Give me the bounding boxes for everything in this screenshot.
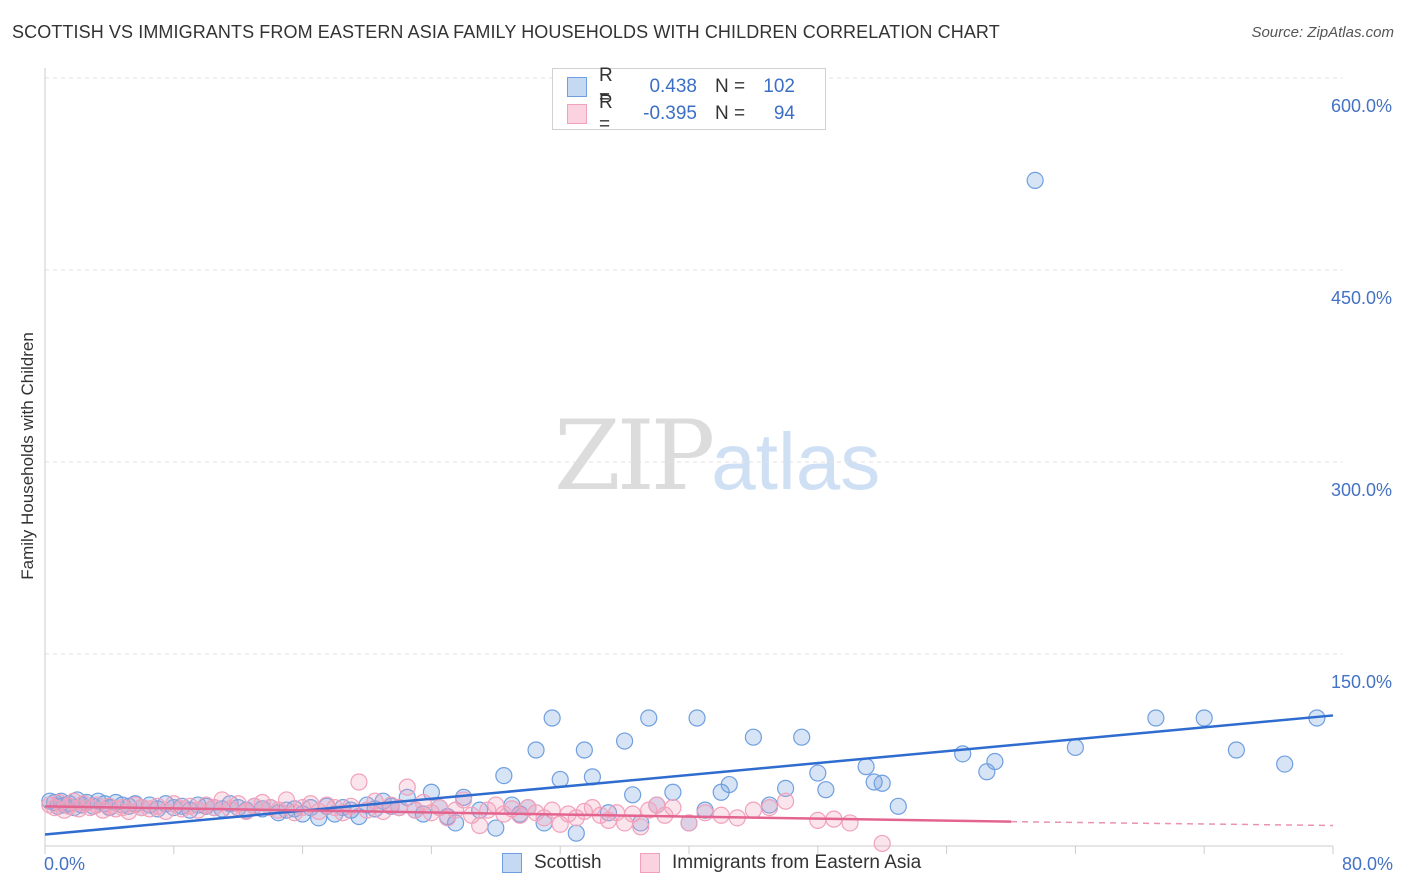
- scottish-point: [1066, 738, 1085, 757]
- series-legend: Scottish Immigrants from Eastern Asia: [0, 850, 1406, 880]
- eastern-asia-point: [841, 814, 859, 832]
- legend-swatch-eastern-asia: [640, 853, 660, 873]
- eastern-asia-trend-line: [44, 805, 1012, 823]
- scottish-point: [1276, 755, 1294, 773]
- scottish-point: [664, 783, 682, 801]
- legend-swatch-scottish: [502, 853, 522, 873]
- eastern-asia-point: [809, 811, 827, 830]
- scottish-point: [624, 786, 642, 804]
- scottish-point: [809, 764, 827, 782]
- scottish-point: [551, 770, 569, 789]
- x-tick-label-max: 80.0%: [1342, 854, 1393, 874]
- scottish-point: [889, 797, 907, 815]
- eastern-asia-point: [760, 798, 779, 817]
- scottish-point: [776, 779, 795, 798]
- y-axis-label: Family Households with Children: [18, 332, 37, 580]
- eastern-asia-point: [350, 773, 368, 791]
- scottish-trend-line: [44, 714, 1334, 836]
- eastern-asia-point: [873, 834, 891, 853]
- scottish-point: [575, 741, 593, 759]
- stats-row-eastern-asia: R = -0.395 N = 94: [567, 92, 795, 135]
- eastern-asia-point: [712, 806, 730, 824]
- scottish-point: [495, 766, 513, 785]
- scottish-point: [1026, 171, 1044, 189]
- x-tick-label-min: 0.0%: [44, 854, 85, 874]
- scottish-point: [720, 775, 738, 794]
- scottish-points: [41, 171, 1326, 842]
- eastern-asia-point: [471, 816, 489, 835]
- legend-item-eastern-asia[interactable]: Immigrants from Eastern Asia: [640, 852, 921, 874]
- r-value: 0.438: [649, 76, 697, 97]
- scottish-point: [817, 781, 835, 799]
- eastern-asia-point: [776, 792, 795, 810]
- scottish-point: [793, 728, 811, 746]
- eastern-asia-point: [398, 778, 416, 796]
- r-value: -0.395: [643, 103, 697, 124]
- watermark-atlas: atlas: [711, 417, 881, 506]
- scottish-point: [1195, 709, 1213, 727]
- stats-row-scottish: R = 0.438 N = 102: [567, 65, 795, 108]
- legend-label-eastern-asia: Immigrants from Eastern Asia: [672, 852, 922, 873]
- r-label: R =: [599, 92, 613, 135]
- n-value: 94: [773, 103, 795, 124]
- eastern-asia-point: [744, 801, 763, 819]
- watermark: ZIPatlas: [554, 400, 880, 512]
- y-tick-label: 600.0%: [1331, 96, 1392, 116]
- scottish-point: [640, 709, 658, 727]
- scottish-point: [615, 732, 634, 750]
- eastern-asia-point: [624, 805, 642, 823]
- trend-lines: [44, 714, 1334, 836]
- n-label: N =: [715, 103, 746, 124]
- eastern-asia-swatch: [567, 104, 587, 124]
- eastern-asia-point: [680, 814, 698, 832]
- eastern-asia-point: [107, 800, 125, 818]
- y-tick-label: 300.0%: [1331, 480, 1392, 500]
- source-label: Source: ZipAtlas.com: [1251, 24, 1394, 41]
- y-tick-label: 150.0%: [1331, 672, 1392, 692]
- n-label: N =: [715, 76, 746, 97]
- eastern-asia-point: [277, 791, 296, 809]
- scottish-point: [1147, 709, 1165, 727]
- r-label: R =: [599, 65, 613, 108]
- eastern-asia-point: [696, 804, 714, 822]
- legend-label-scottish: Scottish: [534, 852, 602, 873]
- scottish-swatch: [567, 77, 587, 97]
- scottish-point: [567, 824, 585, 842]
- watermark-zip: ZIP: [554, 400, 715, 512]
- scottish-point: [873, 774, 891, 792]
- scottish-point: [527, 741, 545, 759]
- legend-item-scottish[interactable]: Scottish: [502, 852, 602, 874]
- stats-legend: R = 0.438 N = 102 R = -0.395 N = 94: [552, 65, 826, 135]
- tick-labels: 150.0% 300.0% 450.0% 600.0% 0.0% 80.0%: [44, 96, 1393, 874]
- scottish-point: [487, 819, 505, 837]
- y-tick-label: 450.0%: [1331, 288, 1392, 308]
- scottish-point: [688, 709, 706, 727]
- scottish-point: [857, 758, 875, 776]
- scottish-point: [986, 752, 1004, 771]
- n-value: 102: [763, 76, 795, 97]
- grid-lines: [45, 77, 1343, 655]
- scottish-point: [744, 728, 763, 746]
- eastern-asia-point: [543, 801, 561, 819]
- eastern-asia-point: [664, 798, 682, 817]
- chart-title: SCOTTISH VS IMMIGRANTS FROM EASTERN ASIA…: [12, 22, 1000, 42]
- axes: [44, 68, 1334, 854]
- eastern-asia-trend-extension: [1010, 820, 1334, 827]
- scottish-point: [543, 709, 561, 727]
- scottish-point: [1227, 741, 1246, 759]
- eastern-asia-point: [632, 818, 650, 836]
